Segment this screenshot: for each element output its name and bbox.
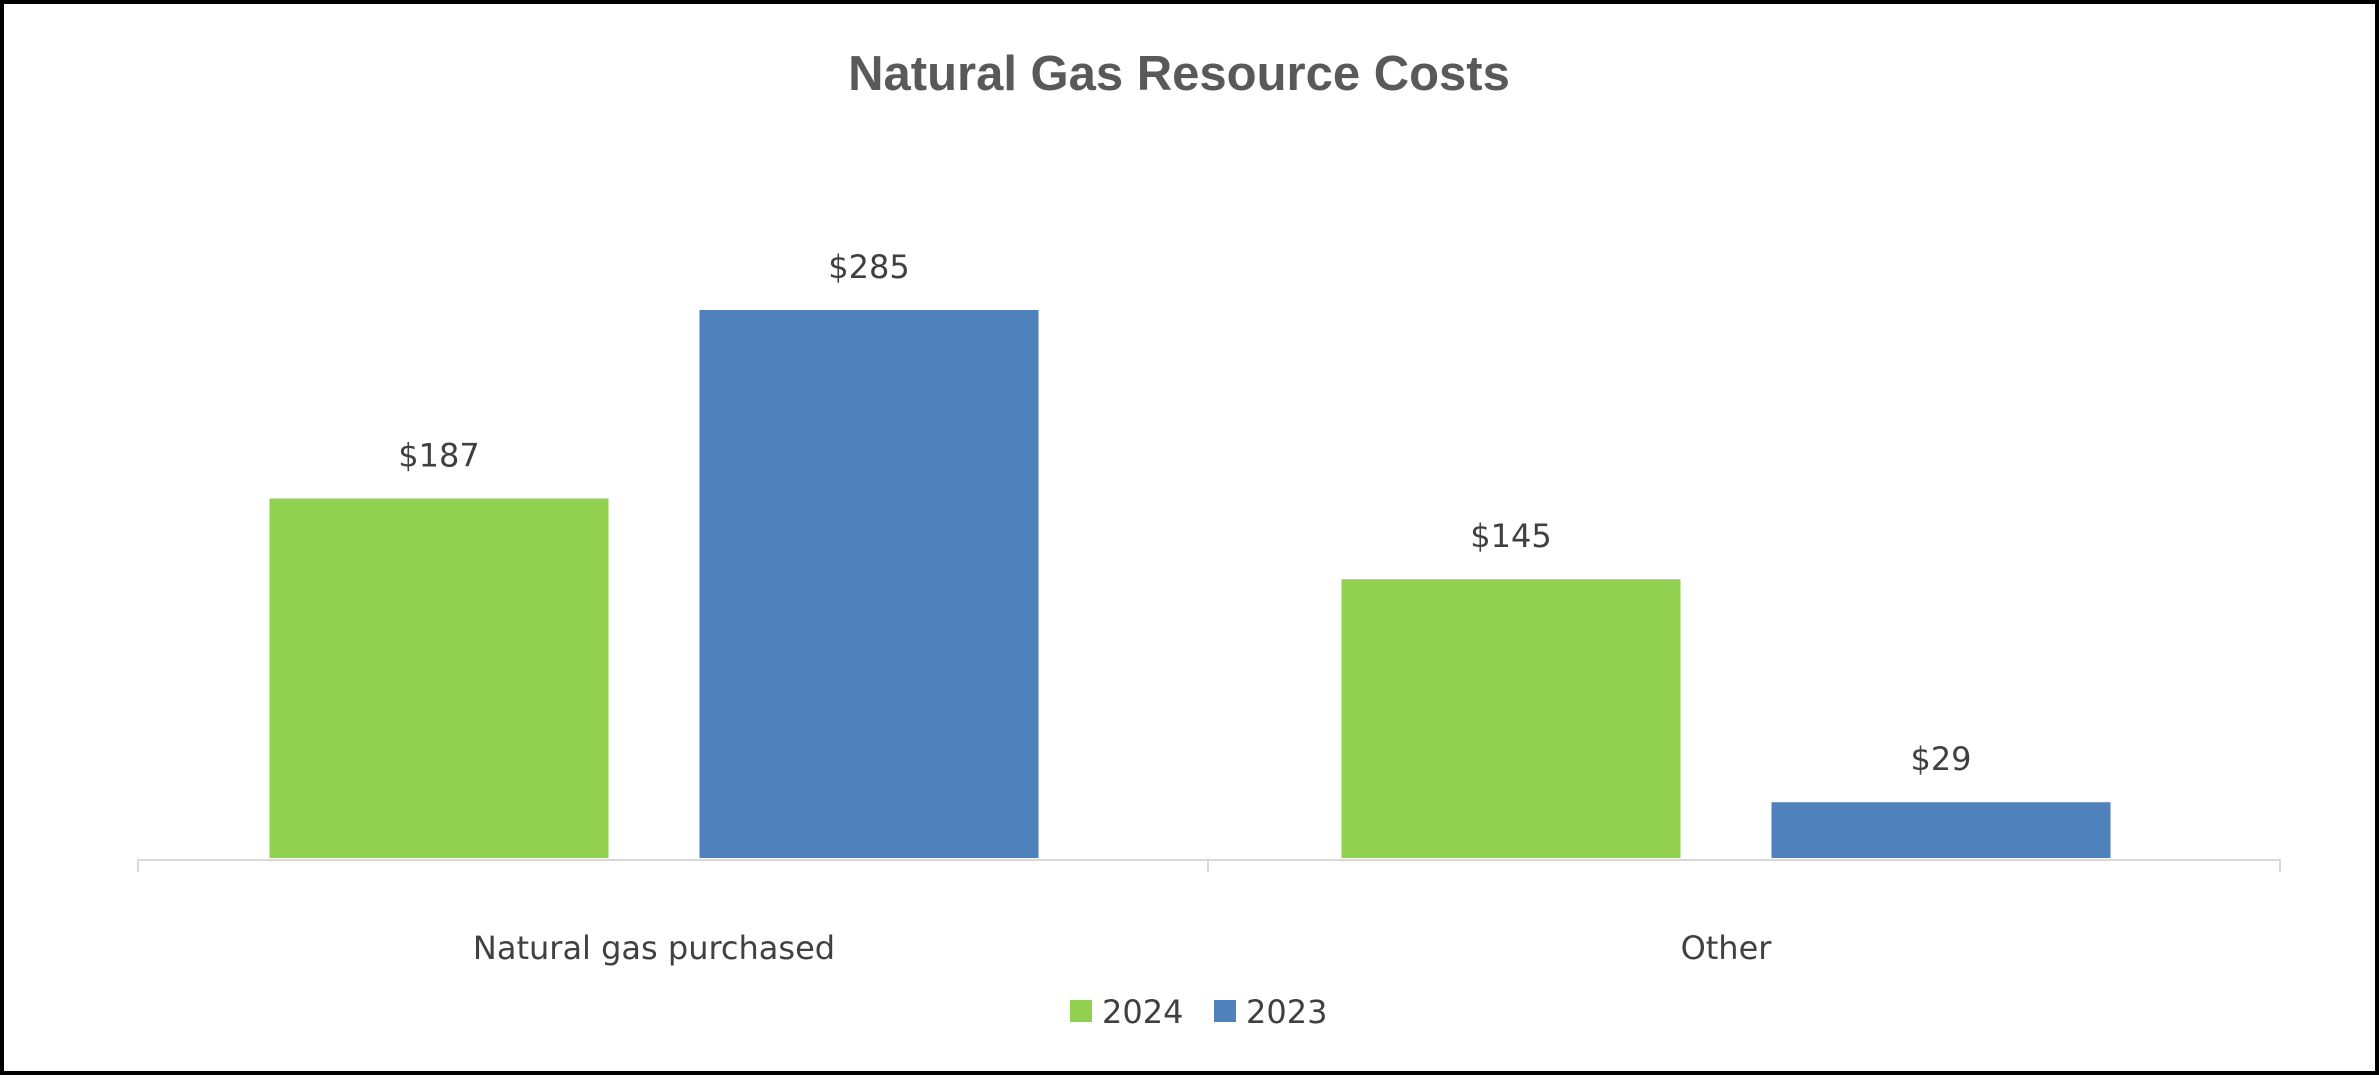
legend-label-2023: 2023: [1246, 993, 1327, 1031]
bars-group: [269, 310, 2111, 858]
data-label-2023-0: $285: [828, 248, 909, 286]
bar-2023-1: [1771, 802, 2111, 858]
data-label-2023-1: $29: [1910, 740, 1971, 778]
category-label-0: Natural gas purchased: [473, 929, 835, 967]
data-label-2024-0: $187: [398, 436, 479, 474]
legend-swatch-2024: [1070, 1000, 1092, 1022]
legend-swatch-2023: [1214, 1000, 1236, 1022]
data-label-2024-1: $145: [1470, 517, 1551, 555]
category-label-1: Other: [1681, 929, 1773, 967]
bar-2023-0: [699, 310, 1039, 858]
bar-2024-1: [1341, 579, 1681, 858]
legend-label-2024: 2024: [1102, 993, 1183, 1031]
legend: 2024 2023: [1070, 993, 1327, 1031]
bar-2024-0: [269, 498, 609, 858]
category-labels-group: Natural gas purchased Other: [473, 929, 1772, 967]
chart-title: Natural Gas Resource Costs: [848, 47, 1510, 101]
x-axis: [137, 859, 2281, 872]
bar-chart: Natural Gas Resource Costs $187$145$285$…: [137, 47, 2281, 1031]
data-labels-group: $187 $145 $285 $29: [398, 248, 1971, 778]
